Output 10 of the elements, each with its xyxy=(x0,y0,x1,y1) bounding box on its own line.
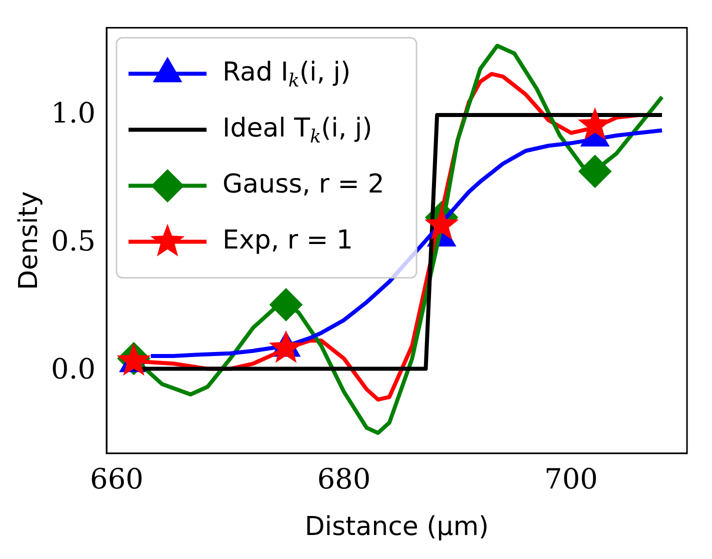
y-tick-label: 1.0 xyxy=(51,96,96,130)
y-tick-label: 0.5 xyxy=(51,224,96,258)
x-tick-label: 700 xyxy=(544,462,598,496)
x-axis-title: Distance (μm) xyxy=(304,512,489,542)
y-axis-title: Density xyxy=(14,191,44,290)
legend-label: Exp, r = 1 xyxy=(222,226,353,256)
y-tick-label: 0.0 xyxy=(51,352,96,386)
x-tick-label: 660 xyxy=(90,462,144,496)
legend-label: Gauss, r = 2 xyxy=(222,170,384,200)
x-tick-label: 680 xyxy=(317,462,371,496)
